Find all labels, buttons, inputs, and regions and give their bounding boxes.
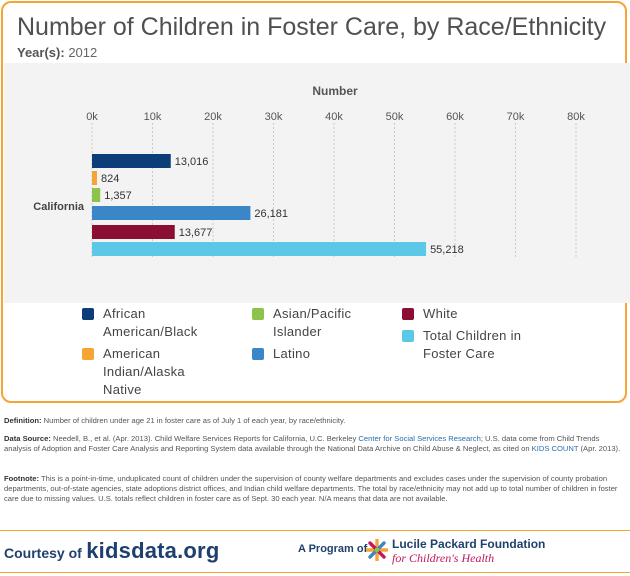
data-source-text-3: (Apr. 2013). [580,444,621,453]
legend-label: Total Children in [423,328,522,343]
footer-divider-top [0,530,630,531]
year-value: 2012 [68,45,98,60]
legend-label: Latino [273,346,311,361]
x-tick-label: 60k [446,111,464,123]
year-label: Year(s): [17,45,65,60]
courtesy-text: Courtesy of [4,545,82,561]
chart-title: Number of Children in Foster Care, by Ra… [17,13,607,41]
footnote-text: This is a point-in-time, unduplicated co… [4,474,618,503]
definition: Definition: Number of children under age… [4,416,624,426]
x-tick-label: 30k [265,111,283,123]
legend-item[interactable]: Total Children in Foster Care [402,327,522,363]
kidsdata-brand[interactable]: Courtesy of kidsdata.org [4,538,219,564]
legend-swatch-icon [82,348,94,360]
legend-item[interactable]: African American/Black [82,305,198,341]
legend-item[interactable]: Asian/Pacific Islander [252,305,352,341]
cssr-link[interactable]: Center for Social Services Research [358,434,481,443]
legend-label: Foster Care [423,346,495,361]
footnote-label: Footnote: [4,474,40,483]
x-tick-label: 70k [507,111,525,123]
bar-white [92,225,175,239]
data-source-text-2: ; U.S. data come from Child Trends analy… [4,434,600,453]
legend-swatch-icon [252,308,264,320]
legend-swatch-icon [402,330,414,342]
data-label: 824 [101,173,119,185]
lucile-packard-logo-icon [366,539,388,561]
chart-card: Number of Children in Foster Care, by Ra… [1,1,630,403]
bar-asian-pacific-islander [92,188,101,202]
x-tick-label: 40k [325,111,343,123]
data-label: 55,218 [430,244,464,256]
definition-label: Definition: [4,416,42,425]
foundation-subtitle: for Children's Health [392,551,495,565]
data-label: 26,181 [254,208,288,220]
footnote: Footnote: This is a point-in-time, undup… [4,474,624,504]
plot-area: Number 0k 10k 20k 30k 40k 50k 60k 70k 80k Californ… [4,63,630,303]
data-label: 13,677 [179,227,213,239]
legend-label: American [103,346,161,361]
bar-african-american-black [92,154,171,168]
x-tick-label: 0k [86,111,98,123]
legend-swatch-icon [82,308,94,320]
data-source-text: Needell, B., et al. (Apr. 2013). Child W… [52,434,357,443]
legend-label: Indian/Alaska [103,364,185,379]
category-label: California [33,201,85,213]
x-tick-label: 20k [204,111,222,123]
legend-label: Native [103,382,142,397]
footer-divider-bottom [0,572,630,573]
data-source-label: Data Source: [4,434,51,443]
legend-label: Islander [273,324,322,339]
legend: African American/Black American Indian/Alas… [3,303,629,403]
legend-swatch-icon [402,308,414,320]
kidsdata-logo: kidsdata.org [86,538,220,563]
x-axis-title: Number [312,84,358,98]
legend-swatch-icon [252,348,264,360]
bar-total-children-in-foster-care [92,242,427,256]
legend-label: Asian/Pacific [273,306,352,321]
legend-label: White [423,306,458,321]
data-source: Data Source: Needell, B., et al. (Apr. 2… [4,434,624,454]
legend-label: African [103,306,146,321]
program-text: A Program of [298,543,368,555]
x-tick-label: 10k [144,111,162,123]
legend-item[interactable]: American Indian/Alaska Native [82,345,185,399]
bar-american-indian-alaska-native [92,171,97,185]
bar-latino [92,206,251,220]
definition-text: Number of children under age 21 in foste… [43,416,346,425]
bar-chart: Number 0k 10k 20k 30k 40k 50k 60k 70k 80k Californ… [33,84,585,259]
kids-count-link[interactable]: KIDS COUNT [531,444,579,453]
legend-item[interactable]: Latino [252,345,311,363]
legend-item[interactable]: White [402,305,458,323]
year-selector: Year(s): 2012 [17,45,97,60]
x-tick-label: 80k [567,111,585,123]
x-tick-label: 50k [386,111,404,123]
data-label: 1,357 [104,190,132,202]
legend-label: American/Black [103,324,198,339]
data-label: 13,016 [175,156,209,168]
foundation-name: Lucile Packard Foundation [392,537,546,551]
